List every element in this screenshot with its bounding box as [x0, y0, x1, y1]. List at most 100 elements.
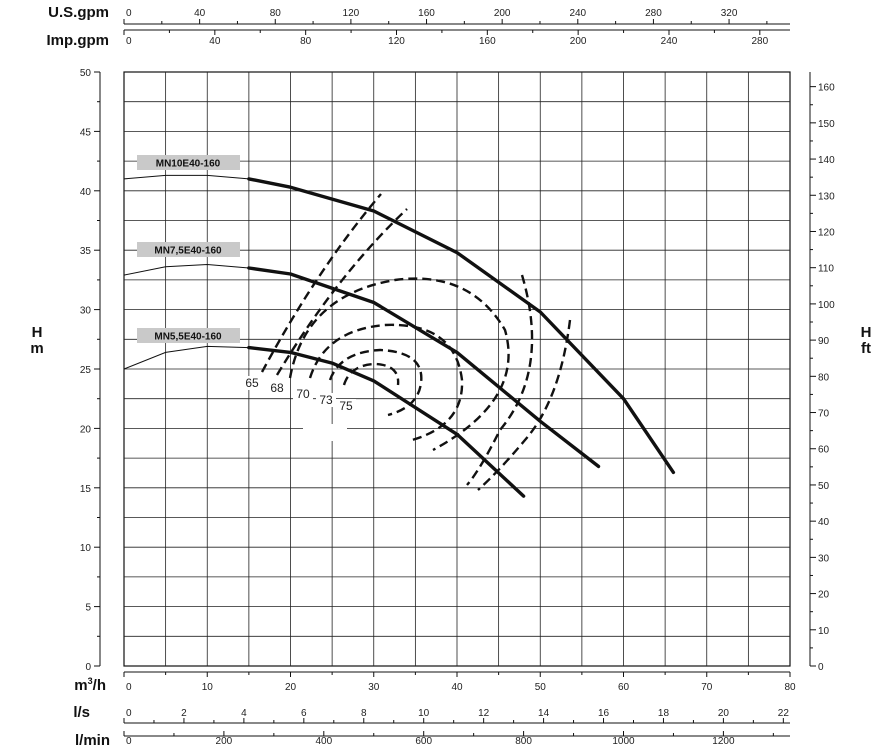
lmin-axis-tick-label: 0 [126, 736, 132, 747]
ls-axis-tick-label: 14 [538, 708, 550, 719]
impgpm-axis-tick-label: 200 [570, 36, 587, 47]
lmin-axis-tick-label: 400 [315, 736, 332, 747]
usgpm-axis-tick-label: 40 [194, 8, 206, 19]
efficiency-iso-curve-70 [466, 274, 534, 486]
right-axis-tick-label: 150 [818, 119, 835, 130]
left-axis-tick-label: 40 [80, 187, 92, 198]
m3h-axis-tick-label: 40 [451, 682, 463, 693]
efficiency-iso-curve-73 [328, 348, 423, 417]
usgpm-axis-tick-label: 240 [569, 8, 586, 19]
left-axis-label-bottom: m [30, 340, 43, 357]
impgpm-axis-tick-label: 80 [300, 36, 312, 47]
ls-axis-tick-label: 12 [478, 708, 490, 719]
left-axis-tick-label: 0 [85, 662, 91, 673]
series-label-tag [137, 328, 240, 343]
m3h-axis-tick-label: 10 [202, 682, 214, 693]
usgpm-axis-tick-label: 0 [126, 8, 132, 19]
m3h-axis-tick-label: 30 [368, 682, 380, 693]
impgpm-axis-tick-label: 280 [751, 36, 768, 47]
left-axis-tick-label: 10 [80, 543, 92, 554]
right-axis-tick-label: 120 [818, 227, 835, 238]
ls-axis-tick-label: 0 [126, 708, 132, 719]
efficiency-level-label: 65 [245, 376, 259, 390]
usgpm-axis-tick-label: 200 [494, 8, 511, 19]
m3h-axis-tick-label: 70 [701, 682, 713, 693]
pump-curve-thin-1 [123, 174, 249, 180]
efficiency-label-background [336, 399, 356, 413]
pump-curve-thin-2 [123, 263, 249, 276]
usgpm-axis-tick-label: 320 [721, 8, 738, 19]
ls-axis-tick-label: 8 [361, 708, 367, 719]
pump-curve-2 [247, 266, 601, 469]
right-axis-tick-label: 20 [818, 590, 830, 601]
right-axis-tick-label: 100 [818, 300, 835, 311]
usgpm-axis-tick-label: 280 [645, 8, 662, 19]
ls-axis-tick-label: 18 [658, 708, 670, 719]
efficiency-level-label: 70 [296, 387, 310, 401]
ls-axis-tick-label: 22 [778, 708, 790, 719]
impgpm-axis-tick-label: 40 [209, 36, 221, 47]
right-axis-tick-label: 60 [818, 445, 830, 456]
left-axis-tick-label: 50 [80, 68, 92, 79]
pump-curve-thin-3 [123, 345, 249, 370]
m3h-axis-tick-label: 50 [535, 682, 547, 693]
pump-curve-1 [247, 177, 676, 475]
right-axis-tick-label: 160 [818, 83, 835, 94]
ls-axis-tick-label: 20 [718, 708, 730, 719]
efficiency-iso-curve-65 [260, 193, 382, 373]
right-axis-tick-label: 110 [818, 264, 834, 275]
m3h-axis-tick-label: 80 [784, 682, 796, 693]
lmin-axis-tick-label: 1000 [612, 736, 635, 747]
lmin-axis-tick-label: 1200 [712, 736, 735, 747]
lmin-axis-tick-label: 600 [415, 736, 432, 747]
impgpm-axis-tick-label: 120 [388, 36, 405, 47]
efficiency-label-background [267, 381, 287, 395]
lmin-axis-label: l/min [75, 732, 110, 749]
series-label: MN5,5E40-160 [154, 332, 222, 343]
efficiency-iso-curve-70 [308, 323, 464, 442]
left-axis-tick-label: 20 [80, 424, 92, 435]
m3h-axis-tick-label: 20 [285, 682, 297, 693]
efficiency-level-label: 68 [270, 381, 284, 395]
m3h-axis-tick-label: 60 [618, 682, 630, 693]
lmin-axis-tick-label: 200 [216, 736, 233, 747]
left-axis-tick-label: 30 [80, 306, 92, 317]
series-label-tag [137, 155, 240, 170]
left-axis-label-top: H [32, 324, 43, 341]
right-axis-tick-label: 40 [818, 517, 830, 528]
impgpm-axis-tick-label: 160 [479, 36, 496, 47]
impgpm-axis-label: Imp.gpm [47, 32, 110, 49]
efficiency-iso-curve-75 [342, 362, 400, 386]
efficiency-level-label: 75 [339, 399, 353, 413]
m3h-axis-tick-label: 0 [126, 682, 132, 693]
right-axis-tick-label: 90 [818, 336, 830, 347]
impgpm-axis-tick-label: 240 [661, 36, 678, 47]
m3h-axis-label: m3/h [74, 676, 106, 694]
usgpm-axis-tick-label: 80 [270, 8, 282, 19]
ls-axis-tick-label: 2 [181, 708, 187, 719]
pump-curve-3 [247, 345, 526, 498]
efficiency-legend-background [303, 424, 347, 441]
ls-axis-tick-label: 16 [598, 708, 610, 719]
left-axis-tick-label: 15 [80, 484, 92, 495]
right-axis-tick-label: 0 [818, 662, 824, 673]
right-axis-tick-label: 140 [818, 155, 835, 166]
usgpm-axis-tick-label: 160 [418, 8, 435, 19]
right-axis-tick-label: 10 [818, 626, 830, 637]
left-axis-tick-label: 45 [80, 127, 92, 138]
ls-axis-label: l/s [73, 704, 90, 721]
ls-axis-tick-label: 10 [418, 708, 430, 719]
right-axis-label-top: H [861, 324, 872, 341]
efficiency-level-label: 73 [319, 393, 333, 407]
lmin-axis-tick-label: 800 [515, 736, 532, 747]
right-axis-tick-label: 50 [818, 481, 830, 492]
series-label: MN7,5E40-160 [154, 246, 222, 257]
right-axis-tick-label: 30 [818, 553, 830, 564]
left-axis-tick-label: 35 [80, 246, 92, 257]
efficiency-label-background [316, 393, 336, 407]
efficiency-label-background [242, 376, 262, 390]
right-axis-label-bottom: ft [861, 340, 871, 357]
series-label-tag [137, 242, 240, 257]
impgpm-axis-tick-label: 0 [126, 36, 132, 47]
